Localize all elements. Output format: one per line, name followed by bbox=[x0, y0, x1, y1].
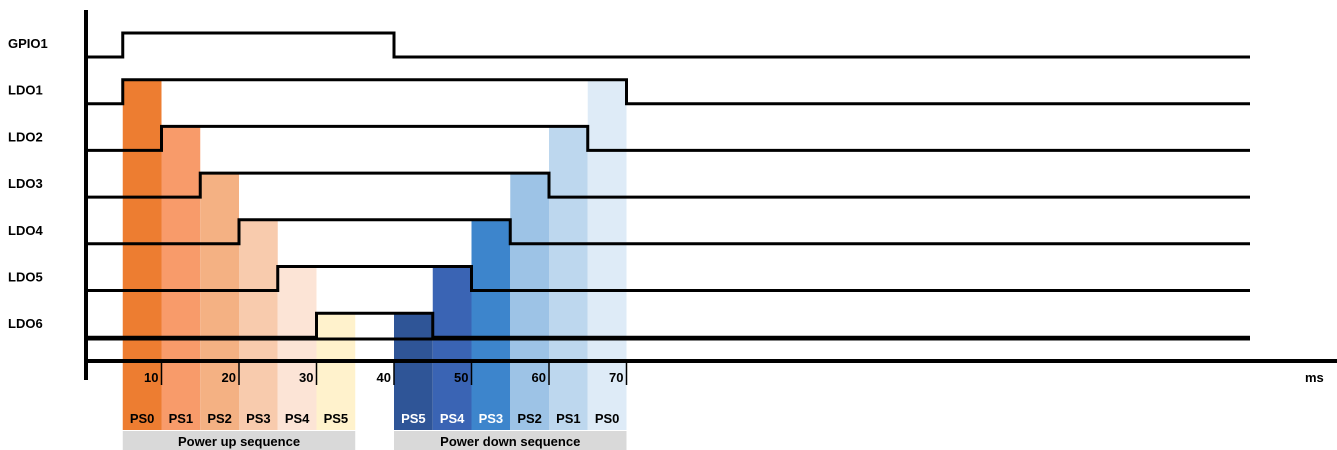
signal-label-gpio1: GPIO1 bbox=[8, 36, 48, 51]
power-state-label: PS4 bbox=[285, 411, 310, 426]
power-state-label: PS1 bbox=[169, 411, 194, 426]
axis-tick-label: 30 bbox=[299, 370, 313, 385]
power-state-bands: PS0 PS1 PS2 PS3 PS4 PS5 PS5 PS4 PS3 PS2 PS1 PS0 bbox=[122, 79, 627, 431]
power-state-label: PS2 bbox=[517, 411, 542, 426]
waveform-ldo3 bbox=[86, 171, 1250, 199]
power-state-band-10 bbox=[510, 173, 549, 430]
power-state-band-2 bbox=[161, 126, 201, 431]
waveform-gpio1 bbox=[86, 31, 1250, 59]
power-state-band-6 bbox=[316, 313, 356, 430]
axis-tick-label: 20 bbox=[222, 370, 236, 385]
sequence-label: Power down sequence bbox=[440, 434, 580, 449]
power-state-label: PS1 bbox=[556, 411, 581, 426]
signal-label-ldo2: LDO2 bbox=[8, 129, 43, 144]
signal-waveforms bbox=[86, 31, 1250, 341]
power-state-band-1 bbox=[122, 79, 162, 430]
power-state-band-5 bbox=[277, 266, 317, 430]
power-state-label: PS3 bbox=[479, 411, 504, 426]
power-state-band-4 bbox=[239, 219, 278, 430]
signal-label-ldo4: LDO4 bbox=[8, 223, 43, 238]
power-state-band-7 bbox=[394, 313, 433, 430]
signal-labels: GPIO1 LDO1 LDO2 LDO3 LDO4 LDO5 LDO6 bbox=[8, 36, 48, 331]
axis-unit-label: ms bbox=[1305, 370, 1324, 385]
axis-tick-label: 60 bbox=[532, 370, 546, 385]
power-state-label: PS2 bbox=[207, 411, 232, 426]
power-state-label: PS4 bbox=[440, 411, 465, 426]
axis-tick-label: 40 bbox=[377, 370, 391, 385]
axis-tick-label: 50 bbox=[454, 370, 468, 385]
waveform-ldo4 bbox=[86, 218, 1250, 246]
power-state-band-8 bbox=[432, 266, 472, 430]
axes bbox=[84, 10, 1337, 380]
signal-label-ldo1: LDO1 bbox=[8, 83, 43, 98]
power-state-label: PS5 bbox=[324, 411, 349, 426]
power-state-label: PS0 bbox=[130, 411, 155, 426]
waveform-ldo2 bbox=[86, 124, 1250, 152]
signal-label-ldo6: LDO6 bbox=[8, 316, 43, 331]
waveform-ldo1 bbox=[86, 78, 1250, 106]
power-state-label: PS0 bbox=[595, 411, 620, 426]
sequence-label: Power up sequence bbox=[178, 434, 300, 449]
power-state-band-12 bbox=[587, 79, 627, 430]
power-state-band-11 bbox=[549, 126, 588, 431]
waveform-ldo6 bbox=[86, 311, 1250, 339]
power-state-label: PS5 bbox=[401, 411, 426, 426]
axis-tick-label: 70 bbox=[609, 370, 623, 385]
sequence-bar-2 bbox=[394, 431, 627, 450]
power-state-label: PS3 bbox=[246, 411, 271, 426]
waveform-ldo5 bbox=[86, 265, 1250, 292]
axis-ticks: 10 20 30 40 50 60 70 bbox=[144, 362, 628, 385]
power-state-band-3 bbox=[200, 173, 239, 430]
sequence-bars: Power up sequence Power down sequence bbox=[122, 431, 627, 450]
signal-label-ldo5: LDO5 bbox=[8, 270, 43, 285]
power-state-band-9 bbox=[471, 219, 511, 430]
axis-tick-label: 10 bbox=[144, 370, 158, 385]
sequence-bar-1 bbox=[122, 431, 356, 450]
signal-label-ldo3: LDO3 bbox=[8, 176, 43, 191]
